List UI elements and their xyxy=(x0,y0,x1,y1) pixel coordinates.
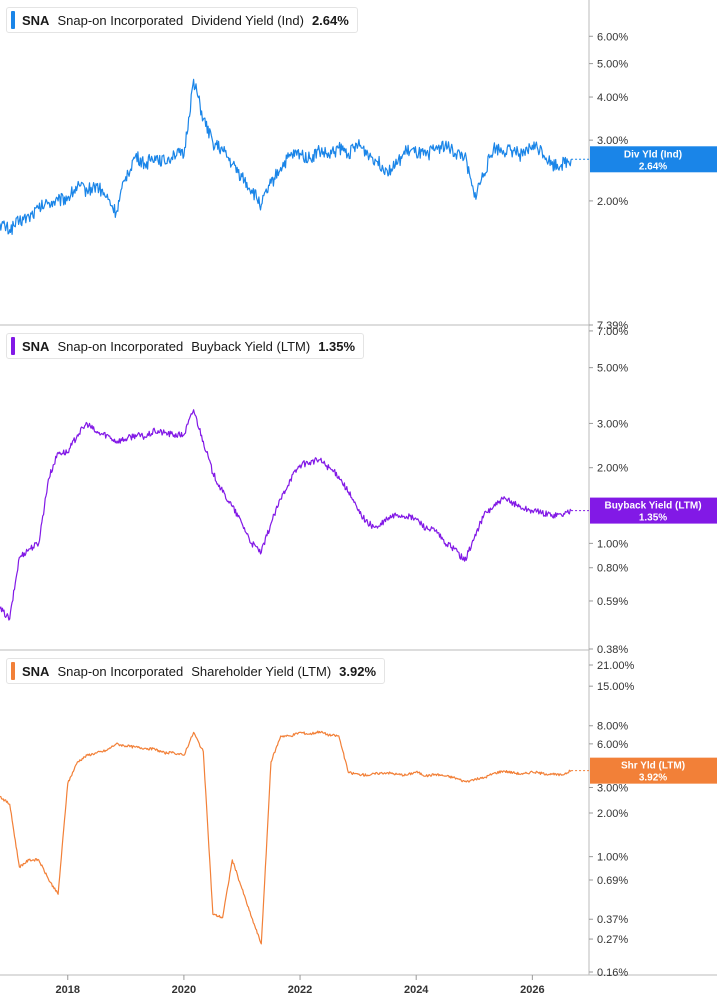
legend-ticker: SNA xyxy=(22,338,50,354)
series-line xyxy=(0,409,572,621)
series-line xyxy=(0,78,572,235)
y-tick-label: 3.00% xyxy=(597,135,628,147)
legend-ticker: SNA xyxy=(22,663,50,679)
legend-ticker: SNA xyxy=(22,12,50,28)
series-color-swatch xyxy=(11,11,15,29)
y-tick-label: 7.00% xyxy=(597,326,628,338)
flag-background xyxy=(590,146,717,173)
y-tick-label: 8.00% xyxy=(597,721,628,733)
flag-label: Div Yld (Ind) xyxy=(624,149,682,160)
legend-current-value: 1.35% xyxy=(318,338,356,354)
legend-metric: Buyback Yield (LTM) xyxy=(191,338,311,354)
y-tick-label: 2.00% xyxy=(597,196,628,208)
legend-metric: Shareholder Yield (LTM) xyxy=(191,663,332,679)
flag-background xyxy=(590,757,717,784)
flag-value: 2.64% xyxy=(639,161,667,172)
flag-label: Shr Yld (LTM) xyxy=(621,761,685,772)
y-tick-label: 0.69% xyxy=(597,875,628,887)
y-tick-label: 3.00% xyxy=(597,418,628,430)
y-tick-label: 3.00% xyxy=(597,782,628,794)
y-tick-label: 21.00% xyxy=(597,660,635,672)
legend-company: Snap-on Incorporated xyxy=(57,12,184,28)
x-tick-label: 2018 xyxy=(56,984,80,996)
y-tick-label: 0.37% xyxy=(597,914,628,926)
flag-value: 3.92% xyxy=(639,773,667,784)
value-flags: Div Yld (Ind)2.64% Buyback Yield (LTM)1.3… xyxy=(571,146,717,784)
legend-shareholder-yield[interactable]: SNA Snap-on Incorporated Shareholder Yie… xyxy=(6,658,386,684)
y-tick-label: 1.00% xyxy=(597,852,628,864)
y-tick-label: 4.00% xyxy=(597,92,628,104)
x-tick-label: 2024 xyxy=(404,984,429,996)
current-value-flag: Div Yld (Ind)2.64% xyxy=(590,146,717,173)
series-lines xyxy=(0,78,572,945)
y-tick-label: 0.80% xyxy=(597,563,628,575)
flag-label: Buyback Yield (LTM) xyxy=(604,501,701,512)
y-tick-label: 6.00% xyxy=(597,739,628,751)
y-tick-label: 5.00% xyxy=(597,59,628,71)
legend-metric: Dividend Yield (Ind) xyxy=(191,12,304,28)
x-tick-label: 2022 xyxy=(288,984,312,996)
y-tick-label: 2.00% xyxy=(597,808,628,820)
y-tick-label: 0.38% xyxy=(597,644,628,656)
current-value-flag: Shr Yld (LTM)3.92% xyxy=(590,757,717,784)
y-tick-label: 7.39% xyxy=(597,320,628,332)
y-tick-label: 15.00% xyxy=(597,681,635,693)
y-tick-label: 0.27% xyxy=(597,934,628,946)
y-tick-label: 1.00% xyxy=(597,538,628,550)
legend-dividend-yield[interactable]: SNA Snap-on Incorporated Dividend Yield … xyxy=(6,7,358,33)
y-tick-label: 0.59% xyxy=(597,596,628,608)
flag-background xyxy=(590,497,717,524)
flag-value: 1.35% xyxy=(639,513,667,524)
y-tick-label: 0.16% xyxy=(597,967,628,979)
x-tick-label: 2026 xyxy=(520,984,544,996)
y-tick-label: 2.00% xyxy=(597,463,628,475)
y-tick-label: 5.00% xyxy=(597,363,628,375)
series-color-swatch xyxy=(11,337,15,355)
x-tick-label: 2020 xyxy=(172,984,196,996)
series-line xyxy=(0,730,572,945)
series-color-swatch xyxy=(11,662,15,680)
legend-current-value: 3.92% xyxy=(339,663,377,679)
legend-company: Snap-on Incorporated xyxy=(57,663,184,679)
current-value-flag: Buyback Yield (LTM)1.35% xyxy=(590,497,717,524)
legend-company: Snap-on Incorporated xyxy=(57,338,184,354)
y-tick-label: 6.00% xyxy=(597,31,628,43)
legend-current-value: 2.64% xyxy=(311,12,349,28)
legend-buyback-yield[interactable]: SNA Snap-on Incorporated Buyback Yield (… xyxy=(6,333,365,359)
